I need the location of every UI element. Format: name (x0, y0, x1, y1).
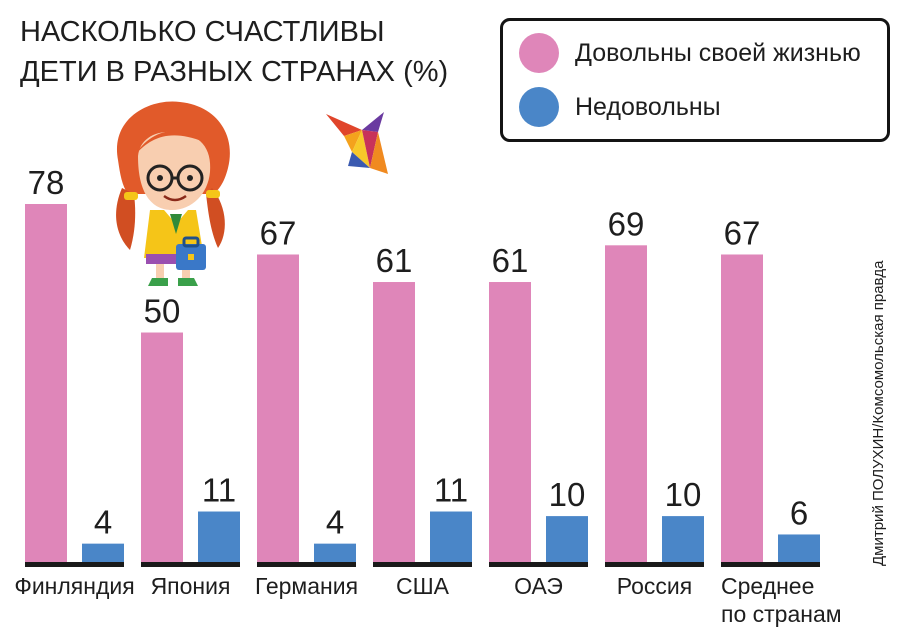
bar-unsatisfied (82, 543, 124, 562)
bar-value-label: 61 (492, 242, 529, 279)
bar-satisfied (141, 332, 183, 562)
bar-value-label: 4 (94, 504, 112, 541)
bar-value-label: 50 (144, 293, 181, 330)
bar-value-label: 10 (549, 476, 586, 513)
bar-satisfied (373, 282, 415, 562)
chart-title-line-1: НАСКОЛЬКО СЧАСТЛИВЫ (20, 16, 385, 48)
bar-satisfied (605, 245, 647, 563)
bar-unsatisfied (430, 511, 472, 562)
baseline-segment (141, 562, 240, 567)
bar-unsatisfied (198, 511, 240, 562)
baseline-segment (257, 562, 356, 567)
chart-title-line-2: ДЕТИ В РАЗНЫХ СТРАНАХ (%) (20, 56, 449, 88)
baseline-segment (373, 562, 472, 567)
bar-unsatisfied (662, 516, 704, 562)
bar-satisfied (25, 204, 67, 562)
legend-item-satisfied: Довольны своей жизнью (519, 33, 861, 73)
category-label: ОАЭ (514, 573, 563, 599)
legend-swatch-satisfied (519, 33, 559, 73)
legend: Довольны своей жизнью Недовольны (500, 18, 890, 142)
bar-satisfied (257, 254, 299, 562)
bar-unsatisfied (314, 543, 356, 562)
legend-item-unsatisfied: Недовольны (519, 87, 721, 127)
bar-value-label: 10 (665, 476, 702, 513)
category-label: Финляндия (14, 573, 134, 599)
category-label: Россия (617, 573, 692, 599)
category-label: Германия (255, 573, 358, 599)
bird-logo (326, 112, 388, 174)
bar-unsatisfied (546, 516, 588, 562)
baseline-segment (721, 562, 820, 567)
legend-label-unsatisfied: Недовольны (575, 92, 721, 121)
category-label: Япония (151, 573, 231, 599)
bar-value-label: 11 (434, 472, 468, 509)
bar-value-label: 67 (724, 214, 761, 251)
bar-value-label: 4 (326, 504, 344, 541)
girl-illustration (116, 101, 230, 286)
legend-swatch-unsatisfied (519, 87, 559, 127)
credit-text: Дмитрий ПОЛУХИН/Комсомольская правда (870, 260, 887, 566)
bar-unsatisfied (778, 534, 820, 562)
bar-value-label: 78 (28, 164, 65, 201)
legend-label-satisfied: Довольны своей жизнью (575, 38, 861, 67)
bar-value-label: 11 (202, 472, 236, 509)
baseline-segment (605, 562, 704, 567)
bar-value-label: 61 (376, 242, 413, 279)
baseline-segment (25, 562, 124, 567)
bar-value-label: 67 (260, 214, 297, 251)
bar-value-label: 69 (608, 205, 645, 242)
category-label: Среднее по странам (721, 573, 842, 627)
bar-value-label: 6 (790, 494, 808, 531)
bar-satisfied (489, 282, 531, 562)
chart-title: НАСКОЛЬКО СЧАСТЛИВЫ ДЕТИ В РАЗНЫХ СТРАНА… (20, 12, 448, 92)
baseline-segment (489, 562, 588, 567)
bar-satisfied (721, 254, 763, 562)
category-label: США (396, 573, 450, 599)
